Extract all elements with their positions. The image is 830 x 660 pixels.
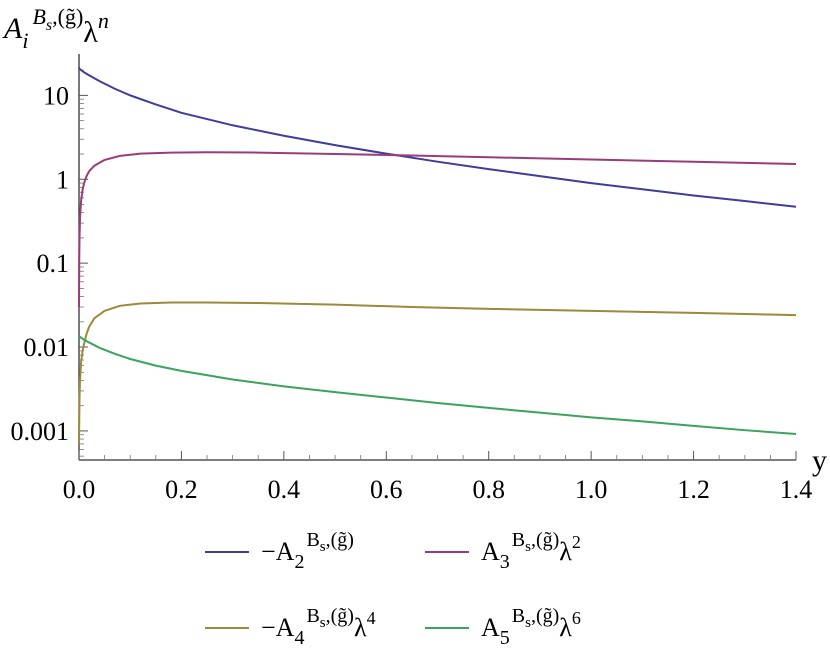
y-tick-label: 0.1	[37, 249, 70, 278]
x-tick-label: 0.2	[165, 475, 198, 504]
legend-item-4: A5Bs,(g̃)λ6	[425, 605, 581, 649]
series-line-3	[78, 301, 797, 444]
x-tick-label: 0.4	[268, 475, 301, 504]
x-tick-label: 1.2	[677, 475, 710, 504]
series-line-1	[78, 67, 797, 208]
series-line-4	[78, 335, 797, 435]
legend-label: −A4Bs,(g̃)λ4	[261, 605, 376, 649]
y-tick-label: 0.01	[24, 333, 70, 362]
series-layer	[78, 67, 797, 444]
y-tick-label: 0.001	[11, 417, 70, 446]
x-tick-label: 0.6	[370, 475, 403, 504]
x-tick-label: 1.0	[575, 475, 608, 504]
x-tick-label: 0.0	[63, 475, 96, 504]
legend-label: −A2Bs,(g̃)	[261, 529, 354, 573]
tick-labels: 0.0 0.2 0.4 0.6 0.8 1.0 1.2 1.4 10 1 0.1 0.01 0.001 A…	[2, 4, 827, 504]
legend-label: A3Bs,(g̃)λ2	[481, 529, 581, 573]
legend-item-2: A3Bs,(g̃)λ2	[425, 529, 581, 573]
x-axis-label: y	[812, 444, 827, 477]
legend-item-1: −A2Bs,(g̃)	[205, 529, 354, 573]
legend-item-3: −A4Bs,(g̃)λ4	[205, 605, 376, 649]
y-tick-label: 10	[43, 81, 69, 110]
legend-label: A5Bs,(g̃)λ6	[481, 605, 581, 649]
x-tick-label: 1.4	[780, 475, 813, 504]
legend: −A2Bs,(g̃) A3Bs,(g̃)λ2 −A4Bs,(g̃)λ4 A5Bs,(g…	[205, 529, 581, 649]
y-axis-label: AiBs,(g̃)λn	[2, 4, 109, 53]
y-tick-label: 1	[56, 165, 69, 194]
series-line-2	[78, 151, 797, 308]
x-tick-label: 0.8	[472, 475, 505, 504]
